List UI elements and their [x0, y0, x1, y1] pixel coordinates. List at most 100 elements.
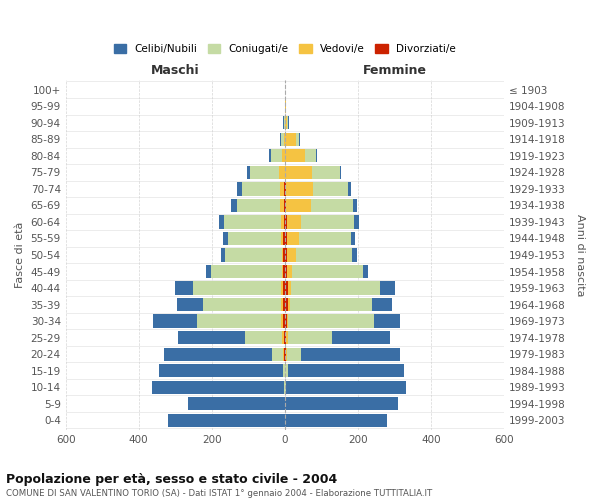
- Bar: [296, 248, 352, 262]
- Bar: [159, 364, 283, 378]
- Bar: [287, 248, 296, 262]
- Bar: [286, 182, 313, 196]
- Bar: [299, 132, 300, 146]
- Bar: [283, 298, 285, 311]
- Bar: [290, 298, 372, 311]
- Bar: [288, 282, 290, 294]
- Bar: [280, 166, 285, 179]
- Bar: [283, 116, 284, 130]
- Bar: [283, 348, 284, 360]
- Bar: [281, 282, 283, 294]
- Bar: [350, 232, 355, 245]
- Bar: [152, 380, 284, 394]
- Bar: [287, 265, 292, 278]
- Bar: [305, 149, 316, 162]
- Bar: [193, 282, 281, 294]
- Text: Maschi: Maschi: [151, 64, 200, 78]
- Bar: [286, 348, 287, 360]
- Bar: [232, 199, 236, 212]
- Bar: [224, 216, 281, 228]
- Bar: [269, 149, 271, 162]
- Bar: [364, 265, 368, 278]
- Bar: [284, 348, 285, 360]
- Legend: Celibi/Nubili, Coniugati/e, Vedovi/e, Divorziati/e: Celibi/Nubili, Coniugati/e, Vedovi/e, Di…: [110, 40, 460, 58]
- Bar: [242, 182, 280, 196]
- Bar: [288, 331, 332, 344]
- Bar: [280, 182, 284, 196]
- Bar: [285, 149, 305, 162]
- Bar: [380, 282, 395, 294]
- Bar: [285, 298, 288, 311]
- Bar: [285, 314, 287, 328]
- Bar: [281, 298, 283, 311]
- Text: COMUNE DI SAN VALENTINO TORIO (SA) - Dati ISTAT 1° gennaio 2004 - Elaborazione T: COMUNE DI SAN VALENTINO TORIO (SA) - Dat…: [6, 489, 432, 498]
- Y-axis label: Fasce di età: Fasce di età: [15, 222, 25, 288]
- Bar: [285, 116, 287, 130]
- Bar: [168, 414, 285, 427]
- Bar: [221, 248, 225, 262]
- Bar: [285, 331, 286, 344]
- Bar: [284, 182, 285, 196]
- Bar: [287, 116, 289, 130]
- Bar: [245, 331, 282, 344]
- Bar: [188, 397, 285, 410]
- Bar: [286, 331, 288, 344]
- Bar: [286, 199, 311, 212]
- Bar: [285, 166, 312, 179]
- Bar: [287, 232, 299, 245]
- Bar: [285, 248, 287, 262]
- Bar: [164, 348, 272, 360]
- Bar: [281, 132, 284, 146]
- Bar: [284, 116, 285, 130]
- Bar: [301, 348, 400, 360]
- Bar: [282, 265, 283, 278]
- Bar: [211, 265, 282, 278]
- Bar: [285, 100, 286, 113]
- Bar: [285, 216, 287, 228]
- Bar: [177, 298, 203, 311]
- Bar: [175, 282, 193, 294]
- Bar: [281, 314, 283, 328]
- Bar: [283, 364, 285, 378]
- Bar: [289, 314, 374, 328]
- Bar: [354, 216, 359, 228]
- Bar: [284, 199, 285, 212]
- Bar: [285, 364, 289, 378]
- Bar: [313, 182, 347, 196]
- Bar: [237, 182, 242, 196]
- Bar: [285, 282, 288, 294]
- Bar: [272, 348, 283, 360]
- Bar: [228, 232, 281, 245]
- Bar: [296, 132, 299, 146]
- Text: Femmine: Femmine: [362, 64, 427, 78]
- Bar: [280, 132, 281, 146]
- Bar: [332, 331, 390, 344]
- Bar: [372, 298, 392, 311]
- Bar: [283, 232, 285, 245]
- Bar: [197, 314, 281, 328]
- Bar: [285, 182, 286, 196]
- Bar: [281, 232, 283, 245]
- Bar: [285, 199, 286, 212]
- Bar: [283, 248, 285, 262]
- Bar: [285, 414, 387, 427]
- Bar: [284, 380, 285, 394]
- Bar: [316, 149, 317, 162]
- Bar: [287, 216, 301, 228]
- Bar: [311, 199, 353, 212]
- Bar: [353, 199, 357, 212]
- Bar: [285, 397, 398, 410]
- Bar: [236, 199, 280, 212]
- Bar: [218, 216, 224, 228]
- Bar: [285, 380, 286, 394]
- Bar: [285, 232, 287, 245]
- Bar: [284, 216, 285, 228]
- Bar: [203, 298, 281, 311]
- Bar: [250, 166, 280, 179]
- Bar: [284, 132, 285, 146]
- Bar: [285, 348, 286, 360]
- Bar: [312, 166, 340, 179]
- Bar: [287, 314, 289, 328]
- Bar: [288, 298, 290, 311]
- Bar: [285, 132, 296, 146]
